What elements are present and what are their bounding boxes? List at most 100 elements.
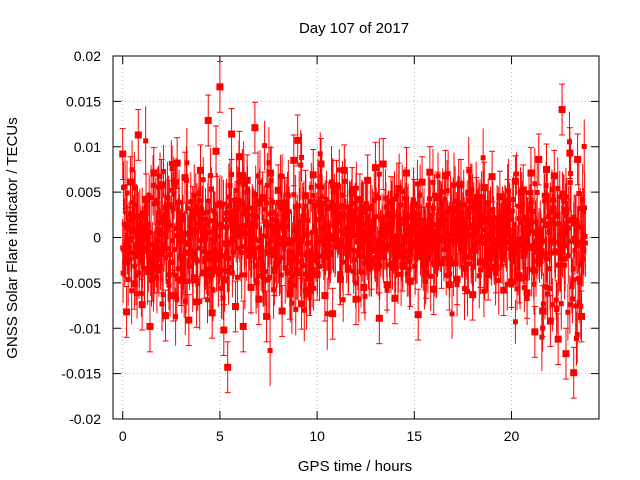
data-point <box>435 245 441 251</box>
data-point <box>396 225 402 231</box>
data-point <box>151 201 157 207</box>
data-point <box>573 303 579 309</box>
data-point <box>501 212 507 218</box>
data-point <box>257 179 263 185</box>
data-point <box>476 223 482 229</box>
x-axis-label: GPS time / hours <box>298 458 412 475</box>
data-point <box>394 238 400 244</box>
data-point <box>155 227 161 233</box>
data-point <box>469 248 475 254</box>
data-point <box>559 242 565 248</box>
data-point <box>406 277 414 285</box>
data-point <box>208 186 214 192</box>
data-point <box>180 273 186 279</box>
data-point <box>286 290 294 298</box>
data-point <box>381 253 387 259</box>
data-point <box>422 269 430 277</box>
data-point <box>251 124 259 132</box>
data-point <box>371 164 379 172</box>
data-point <box>289 300 295 306</box>
data-point <box>253 192 259 198</box>
data-point <box>549 250 555 256</box>
data-point <box>410 201 418 209</box>
data-point <box>329 310 337 318</box>
data-point <box>154 200 160 206</box>
data-point <box>324 243 330 249</box>
data-point <box>161 312 169 320</box>
data-point <box>441 172 449 180</box>
data-point <box>323 196 329 202</box>
data-point <box>547 286 553 292</box>
data-point <box>131 185 137 191</box>
data-point <box>183 230 189 236</box>
data-point <box>578 303 584 309</box>
data-point <box>212 147 220 155</box>
data-point <box>461 202 467 208</box>
data-point <box>452 198 458 204</box>
data-point <box>492 263 500 271</box>
data-point <box>342 204 348 210</box>
data-point <box>177 276 185 284</box>
data-point <box>232 204 238 210</box>
data-point <box>560 231 566 237</box>
data-point <box>558 252 564 258</box>
data-point <box>522 214 528 220</box>
data-point <box>476 273 482 279</box>
data-point <box>417 192 423 198</box>
data-point <box>254 280 260 286</box>
data-point <box>419 254 425 260</box>
data-point <box>414 181 420 187</box>
data-point <box>167 251 173 257</box>
data-point <box>516 215 522 221</box>
data-point <box>443 272 449 278</box>
data-point <box>431 241 437 247</box>
data-point <box>391 234 397 240</box>
data-point <box>294 136 302 144</box>
data-point <box>574 331 580 337</box>
data-point <box>204 297 210 303</box>
data-point <box>570 266 576 272</box>
data-point <box>571 214 577 220</box>
data-point <box>318 208 324 214</box>
data-point <box>580 197 586 203</box>
data-point <box>160 292 166 298</box>
data-point <box>430 285 438 293</box>
data-point <box>298 300 306 308</box>
data-point <box>582 240 588 246</box>
data-point <box>211 247 217 253</box>
data-point <box>172 182 178 188</box>
data-point <box>442 217 448 223</box>
data-point <box>316 216 322 222</box>
data-point <box>480 240 486 246</box>
data-point <box>364 176 372 184</box>
data-point <box>499 251 505 257</box>
data-point <box>273 263 279 269</box>
data-point <box>470 263 476 269</box>
data-point <box>291 282 297 288</box>
data-point <box>350 233 356 239</box>
data-point <box>150 182 156 188</box>
data-point <box>344 204 350 210</box>
data-point <box>510 234 516 240</box>
data-point <box>315 253 321 259</box>
data-point <box>274 219 280 225</box>
data-point <box>362 293 368 299</box>
data-point <box>298 251 304 257</box>
data-point <box>154 263 162 271</box>
data-point <box>388 260 394 266</box>
data-point <box>208 309 216 317</box>
data-point <box>540 238 546 244</box>
data-point <box>577 239 583 245</box>
data-point <box>307 199 313 205</box>
data-point <box>285 270 291 276</box>
data-point <box>556 221 562 227</box>
data-point <box>305 286 313 294</box>
data-point <box>302 232 308 238</box>
data-point <box>504 232 510 238</box>
data-point <box>375 314 383 322</box>
data-point <box>230 218 236 224</box>
data-point <box>185 316 193 324</box>
data-point <box>290 237 296 243</box>
data-point <box>340 166 348 174</box>
data-point <box>173 159 181 167</box>
